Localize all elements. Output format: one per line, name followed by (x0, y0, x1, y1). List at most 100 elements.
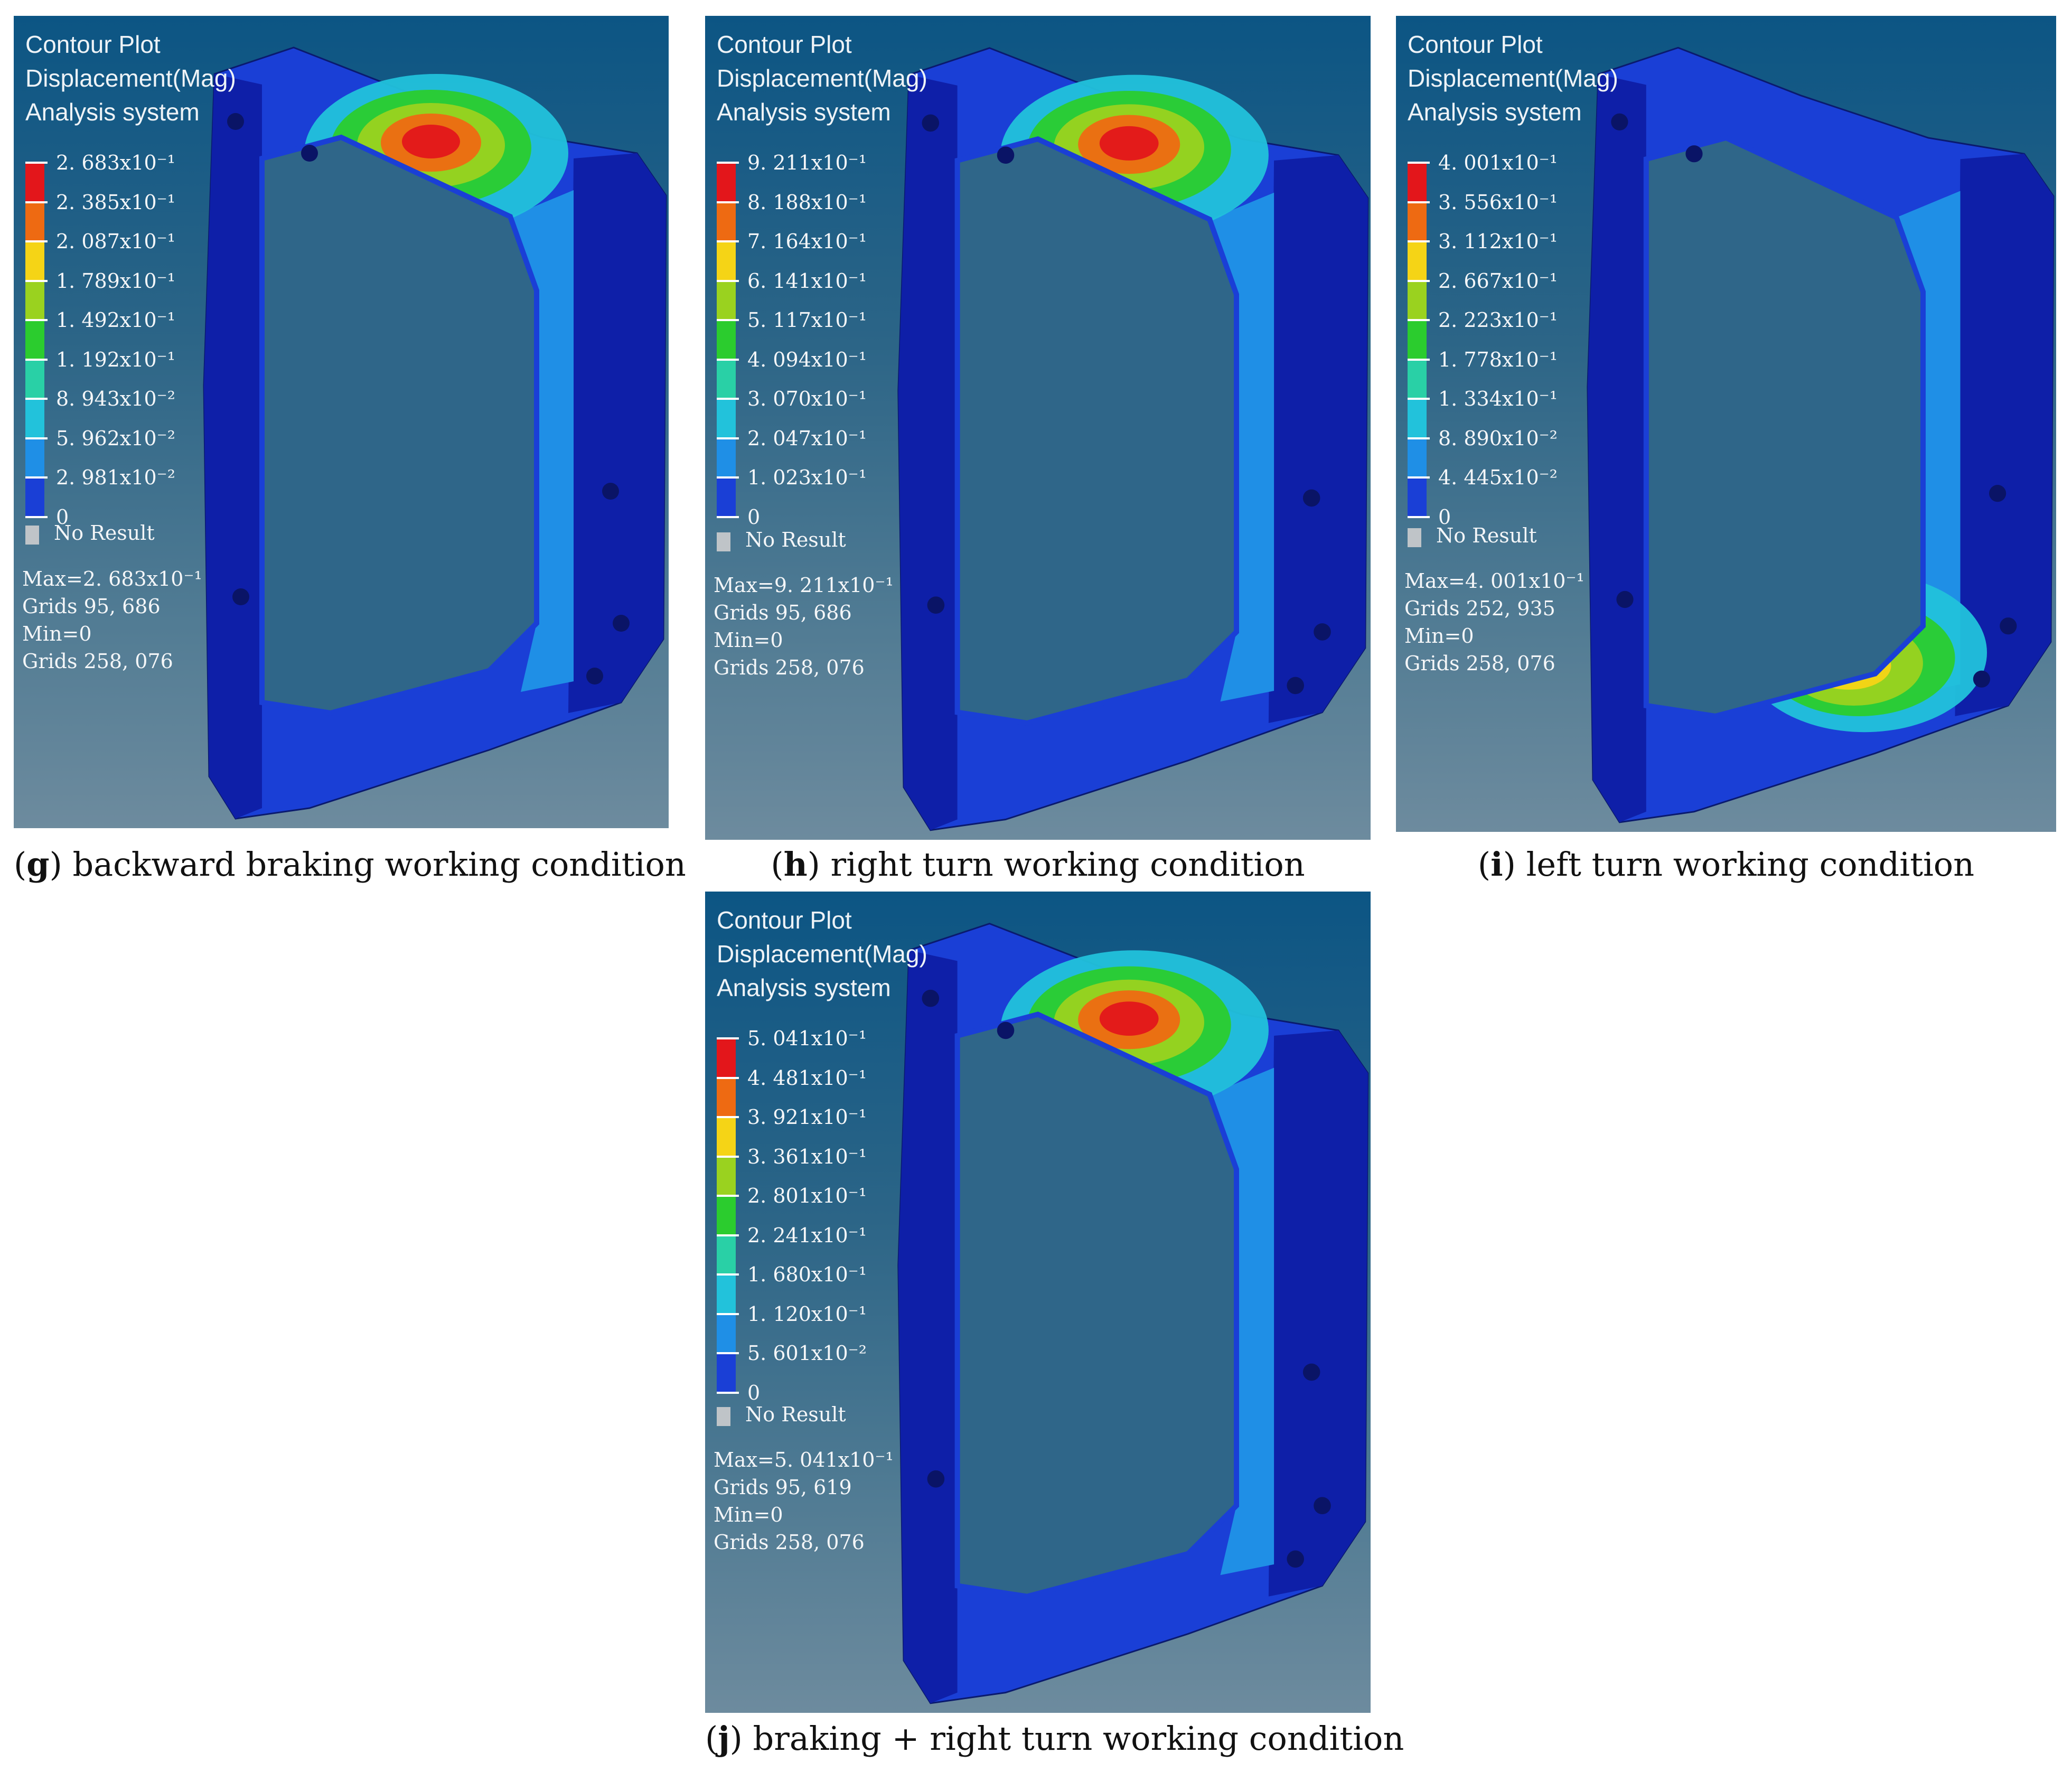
header-line: Analysis system (1408, 98, 1582, 126)
legend-tick (1408, 240, 1430, 242)
legend-tick (1408, 319, 1430, 321)
legend-swatch (1408, 164, 1427, 203)
legend-tick (717, 515, 739, 518)
stat-line: Grids 252, 935 (1404, 597, 1555, 620)
no-result-label: No Result (1436, 524, 1537, 547)
stat-line: Max=5. 041x10⁻¹ (714, 1448, 894, 1471)
legend-value: 3. 556x10⁻¹ (1438, 190, 1558, 214)
legend-swatch (717, 203, 736, 242)
caption-g: (g) backward braking working condition (14, 845, 686, 884)
panel-header-h: Contour Plot Displacement(Mag) Analysis sy… (717, 27, 927, 129)
no-result-swatch-icon (717, 532, 730, 551)
frame-mid-band (1210, 192, 1274, 702)
legend-value: 1. 789x10⁻¹ (56, 269, 175, 293)
bolt-hole (1287, 1550, 1304, 1568)
legend-tick (1408, 162, 1430, 164)
legend-tick (25, 358, 48, 361)
no-result-j: No Result (717, 1403, 846, 1426)
header-line: Contour Plot (1408, 31, 1543, 58)
legend-value: 1. 778x10⁻¹ (1438, 348, 1558, 371)
stats-g: Max=2. 683x10⁻¹ Grids 95, 686 Min=0 Grids 2… (22, 565, 202, 675)
legend-value: 4. 001x10⁻¹ (1438, 151, 1558, 174)
frame-opening (1646, 138, 1923, 716)
bolt-hole (1302, 1363, 1320, 1381)
legend-swatch (717, 439, 736, 479)
legend-value: 2. 385x10⁻¹ (56, 190, 175, 214)
legend-value: 2. 223x10⁻¹ (1438, 308, 1558, 332)
legend-tick (717, 1312, 739, 1315)
legend-value: 9. 211x10⁻¹ (747, 151, 867, 174)
legend-swatch (1408, 439, 1427, 479)
legend-tick (1408, 476, 1430, 479)
frame-geometry (1587, 46, 2055, 823)
header-line: Analysis system (717, 974, 891, 1001)
legend-tick (717, 476, 739, 479)
header-line: Analysis system (717, 98, 891, 126)
legend-value: 5. 601x10⁻² (747, 1342, 867, 1365)
legend-swatch (717, 164, 736, 203)
header-line: Contour Plot (717, 906, 852, 934)
legend-tick (1408, 515, 1430, 518)
legend-tick (717, 1195, 739, 1197)
legend-tick (717, 162, 739, 164)
stat-line: Grids 258, 076 (714, 1531, 865, 1554)
bolt-hole (922, 114, 940, 132)
stat-line: Max=4. 001x10⁻¹ (1404, 569, 1585, 593)
legend-swatch (1408, 479, 1427, 518)
legend-value: 1. 334x10⁻¹ (1438, 387, 1558, 410)
legend-tick (717, 1273, 739, 1276)
stat-line: Max=9. 211x10⁻¹ (714, 574, 894, 597)
legend-swatch (717, 1039, 736, 1079)
stat-line: Grids 258, 076 (1404, 652, 1555, 675)
bolt-hole (1685, 145, 1703, 163)
legend-swatch (1408, 400, 1427, 439)
contour-panel-j: Contour Plot Displacement(Mag) Analysis sy… (705, 892, 1371, 1713)
legend-value: 3. 112x10⁻¹ (1438, 230, 1558, 253)
bolt-hole (602, 483, 619, 500)
frame-mid-band (1210, 1067, 1274, 1576)
stat-line: Min=0 (714, 629, 783, 652)
legend-value: 1. 023x10⁻¹ (747, 466, 867, 489)
frame-left-rail (204, 74, 262, 819)
legend-tick (25, 398, 48, 400)
legend-tick (717, 1234, 739, 1236)
stat-line: Min=0 (714, 1503, 783, 1526)
legend-tick (1408, 358, 1430, 361)
legend-tick (25, 319, 48, 321)
frame-left-rail (1587, 74, 1646, 822)
legend-tick (717, 1076, 739, 1079)
legend-swatch (25, 400, 44, 439)
legend-value: 7. 164x10⁻¹ (747, 230, 867, 253)
legend-value: 2. 981x10⁻² (56, 466, 175, 489)
legend-tick (717, 398, 739, 400)
legend-value: 2. 087x10⁻¹ (56, 230, 175, 253)
contour-panel-g: Contour Plot Displacement(Mag) Analysis sy… (14, 16, 669, 828)
header-line: Displacement(Mag) (717, 940, 927, 968)
frame-opening (262, 137, 537, 713)
bolt-hole (227, 113, 244, 130)
legend-value: 5. 117x10⁻¹ (747, 308, 867, 332)
no-result-h: No Result (717, 528, 846, 551)
bolt-hole (927, 596, 945, 614)
bolt-hole (1314, 623, 1331, 641)
legend-swatch (1408, 282, 1427, 321)
legend-value: 8. 188x10⁻¹ (747, 190, 867, 214)
stat-line: Min=0 (22, 622, 92, 645)
legend-value: 4. 094x10⁻¹ (747, 348, 867, 371)
bolt-hole (1314, 1497, 1331, 1514)
legend-value: 2. 047x10⁻¹ (747, 426, 867, 450)
frame-mesh-j (897, 923, 1369, 1704)
frame-opening-rim (954, 136, 1239, 726)
legend-tick (717, 358, 739, 361)
no-result-swatch-icon (25, 525, 39, 545)
legend-swatch (1408, 321, 1427, 361)
stat-line: Grids 258, 076 (714, 656, 865, 679)
frame-opening-rim (954, 1011, 1239, 1599)
frame-left-rail (898, 950, 958, 1703)
legend-swatch (25, 439, 44, 479)
legend-swatch (717, 1197, 736, 1236)
legend-value: 3. 361x10⁻¹ (747, 1145, 867, 1168)
legend-swatch (1408, 242, 1427, 282)
legend-swatch (25, 203, 44, 242)
legend-tick (25, 162, 48, 164)
